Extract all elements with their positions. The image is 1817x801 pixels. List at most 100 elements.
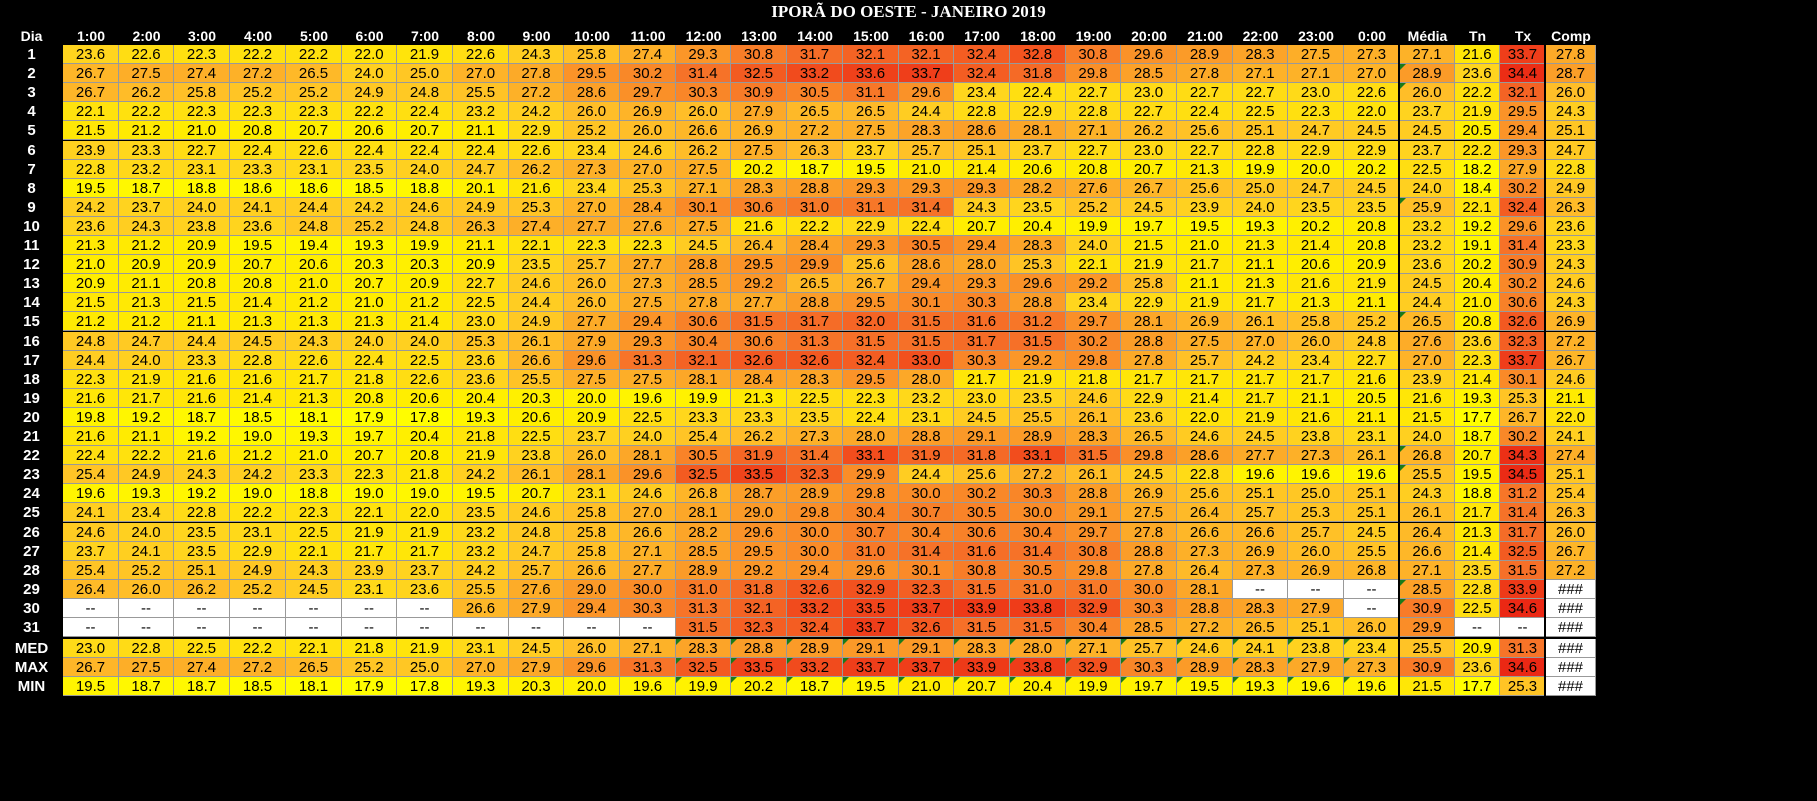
cell-tx: 30.2	[1500, 274, 1546, 293]
cell-200: --	[119, 599, 174, 618]
cell-1000: --	[564, 618, 620, 637]
cell-1000: 26.6	[564, 561, 620, 580]
cell-900: 25.3	[509, 198, 564, 217]
cell-600: 24.9	[342, 83, 397, 102]
cell-100: 19.6	[63, 484, 119, 503]
cell-1500: 31.1	[843, 198, 899, 217]
cell-700: 23.6	[397, 580, 453, 599]
cell-1800: 33.8	[1010, 599, 1066, 618]
cell-2300: 25.0	[1288, 484, 1344, 503]
cell-600: 24.0	[342, 64, 397, 83]
cell-1600: 33.0	[899, 351, 954, 370]
cell-1900: 22.7	[1066, 83, 1121, 102]
cell-tn: 20.7	[1455, 446, 1500, 465]
cell-500: 24.3	[286, 332, 342, 351]
cell-500: 22.1	[286, 639, 342, 658]
cell-600: 22.2	[342, 102, 397, 121]
cell-1500: 22.4	[843, 408, 899, 427]
cell-700: 24.0	[397, 332, 453, 351]
cell-200: 21.2	[119, 312, 174, 331]
cell-300: --	[174, 618, 230, 637]
cell-tn: 19.3	[1455, 389, 1500, 408]
header-2200: 22:00	[1242, 28, 1279, 44]
cell-2000: 28.8	[1121, 332, 1177, 351]
cell-1300: 26.9	[731, 121, 787, 140]
cell-1900: 22.8	[1066, 102, 1121, 121]
cell-400: 21.3	[230, 312, 286, 331]
cell-500: 24.4	[286, 198, 342, 217]
cell-1000: 25.2	[564, 121, 620, 140]
cell-1800: 30.5	[1010, 561, 1066, 580]
cell-1100: 19.6	[620, 389, 676, 408]
cell-000: 25.2	[1344, 312, 1400, 331]
cell-1100: 27.6	[620, 217, 676, 236]
cell-1200: 19.9	[676, 677, 731, 696]
cell-comp: 26.3	[1546, 503, 1596, 522]
cell-1100: 22.5	[620, 408, 676, 427]
cell-tx: 34.4	[1500, 64, 1546, 83]
cell-tx: 32.6	[1500, 312, 1546, 331]
cell-200: 27.5	[119, 64, 174, 83]
cell-500: 23.3	[286, 465, 342, 484]
cell-800: 23.2	[453, 523, 509, 542]
cell-400: 27.2	[230, 64, 286, 83]
cell-200: --	[119, 618, 174, 637]
cell-300: 23.5	[174, 542, 230, 561]
cell-tx: 33.7	[1500, 45, 1546, 64]
cell-400: 24.5	[230, 332, 286, 351]
cell-1800: 20.6	[1010, 160, 1066, 179]
cell-1800: 28.9	[1010, 427, 1066, 446]
cell-1700: 31.5	[954, 580, 1010, 599]
cell-tn: 19.2	[1455, 217, 1500, 236]
cell-1100: 27.0	[620, 503, 676, 522]
cell-1700: 24.3	[954, 198, 1010, 217]
cell-000: 24.8	[1344, 332, 1400, 351]
cell-comp: 26.9	[1546, 312, 1596, 331]
cell-000: 22.7	[1344, 351, 1400, 370]
cell-700: 21.4	[397, 312, 453, 331]
cell-500: 22.6	[286, 351, 342, 370]
cell-1500: 31.1	[843, 83, 899, 102]
cell-2200: 21.7	[1233, 293, 1288, 312]
cell-1200: 28.2	[676, 523, 731, 542]
cell-300: 19.2	[174, 427, 230, 446]
cell-mdia: 24.0	[1400, 427, 1455, 446]
cell-600: 25.2	[342, 658, 397, 677]
cell-1700: 32.4	[954, 64, 1010, 83]
cell-1300: 29.0	[731, 503, 787, 522]
cell-2000: 24.5	[1121, 198, 1177, 217]
cell-1900: 25.2	[1066, 198, 1121, 217]
cell-900: 23.5	[509, 255, 564, 274]
cell-000: 26.8	[1344, 561, 1400, 580]
cell-comp: ###	[1546, 599, 1596, 618]
cell-2200: 22.8	[1233, 141, 1288, 160]
cell-1800: 22.4	[1010, 83, 1066, 102]
table-row: 1 23.6 22.6 22.3 22.2 22.2 22.0 21.9 22.6 24.3 25.…	[0, 45, 1817, 67]
cell-2300: 20.2	[1288, 217, 1344, 236]
cell-1400: 32.3	[787, 465, 843, 484]
cell-1500: 28.0	[843, 427, 899, 446]
cell-tn: 21.4	[1455, 542, 1500, 561]
cell-2300: 27.9	[1288, 599, 1344, 618]
cell-600: 19.7	[342, 427, 397, 446]
cell-2300: 21.6	[1288, 408, 1344, 427]
cell-1300: 30.6	[731, 198, 787, 217]
row-label: 14	[23, 294, 40, 311]
cell-2300: 21.6	[1288, 274, 1344, 293]
cell-900: 22.1	[509, 236, 564, 255]
cell-1000: 26.0	[564, 639, 620, 658]
cell-1800: 28.8	[1010, 293, 1066, 312]
cell-1500: 29.3	[843, 236, 899, 255]
cell-400: --	[230, 618, 286, 637]
cell-500: --	[286, 618, 342, 637]
cell-1200: 23.3	[676, 408, 731, 427]
table-row: 28 25.4 25.2 25.1 24.9 24.3 23.9 23.7 24.2 25.7 26…	[0, 561, 1817, 583]
cell-1000: 20.9	[564, 408, 620, 427]
cell-300: 21.6	[174, 446, 230, 465]
cell-tn: 20.5	[1455, 121, 1500, 140]
cell-1800: 29.2	[1010, 351, 1066, 370]
cell-1000: 27.7	[564, 312, 620, 331]
cell-1000: 22.3	[564, 236, 620, 255]
cell-2300: 24.7	[1288, 179, 1344, 198]
cell-100: 21.5	[63, 121, 119, 140]
